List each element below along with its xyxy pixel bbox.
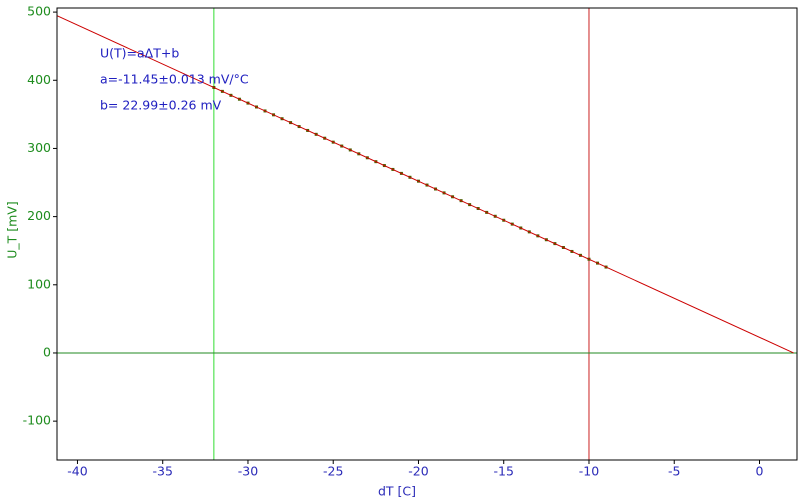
x-tick-label: -25 — [323, 464, 343, 479]
y-tick-label: 0 — [43, 344, 51, 359]
x-tick-label: -40 — [67, 464, 87, 479]
annotation: U(T)=aΔT+b — [100, 46, 179, 61]
y-tick-label: 100 — [27, 276, 51, 291]
x-tick-label: -10 — [579, 464, 599, 479]
y-tick-label: 300 — [27, 140, 51, 155]
annotation: b= 22.99±0.26 mV — [100, 98, 222, 113]
x-tick-label: 0 — [756, 464, 764, 479]
y-tick-label: 500 — [27, 4, 51, 19]
x-tick-label: -5 — [668, 464, 680, 479]
y-axis-title: U_T [mV] — [5, 201, 20, 259]
annotation: a=-11.45±0.013 mV/°C — [100, 72, 249, 87]
y-tick-label: 200 — [27, 208, 51, 223]
plot-frame — [56, 7, 798, 461]
x-tick-label: -30 — [238, 464, 258, 479]
y-tick-label: 400 — [27, 72, 51, 87]
fit-line — [56, 15, 794, 354]
y-tick-label: -100 — [23, 413, 51, 428]
x-tick-label: -20 — [408, 464, 428, 479]
x-axis-title: dT [C] — [378, 484, 416, 499]
x-tick-label: -35 — [153, 464, 173, 479]
x-tick-label: -15 — [494, 464, 514, 479]
